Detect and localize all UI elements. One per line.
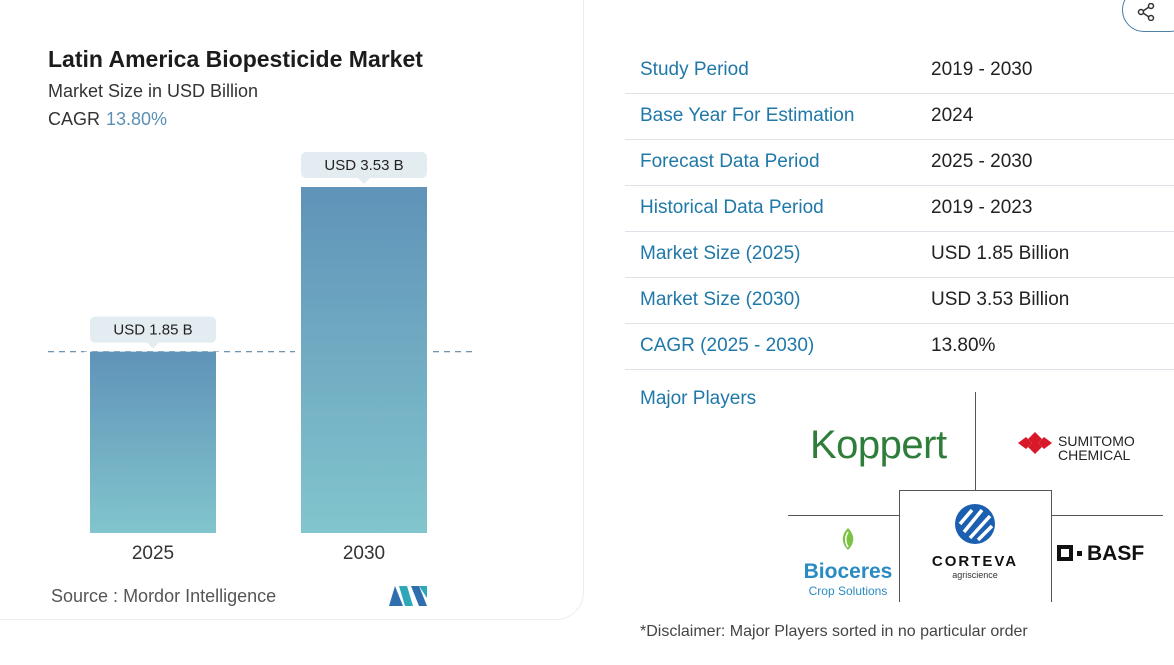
disclaimer-text: *Disclaimer: Major Players sorted in no … xyxy=(640,623,1028,640)
data-label: USD 3.53 B xyxy=(324,157,403,174)
row-value: 2019 - 2030 xyxy=(931,59,1033,80)
grid-divider xyxy=(1051,515,1163,516)
source-line: Source : Mordor Intelligence xyxy=(51,586,276,607)
chart-title: Latin America Biopesticide Market xyxy=(48,46,423,72)
row-key: Forecast Data Period xyxy=(640,151,820,172)
table-row: Study Period 2019 - 2030 xyxy=(625,48,1174,94)
row-value: USD 1.85 Billion xyxy=(931,243,1070,264)
corteva-emblem-icon xyxy=(955,504,995,544)
row-key: Market Size (2025) xyxy=(640,243,801,264)
share-icon xyxy=(1137,3,1155,21)
major-players-label: Major Players xyxy=(640,388,757,409)
row-value: 13.80% xyxy=(931,335,996,356)
grid-divider xyxy=(788,515,899,516)
grid-divider xyxy=(1051,490,1052,602)
row-key: Historical Data Period xyxy=(640,197,824,218)
row-value: 2024 xyxy=(931,105,974,126)
market-summary-table: Study Period 2019 - 2030 Base Year For E… xyxy=(625,48,1174,370)
basf-square-icon xyxy=(1057,545,1082,561)
data-label: USD 1.85 B xyxy=(113,322,192,339)
cagr-value: 13.80% xyxy=(106,109,168,129)
corteva-name: CORTEVA xyxy=(931,553,1019,570)
table-row: Market Size (2030) USD 3.53 Billion xyxy=(625,278,1174,324)
bioceres-sub: Crop Solutions xyxy=(808,584,888,598)
row-value: USD 3.53 Billion xyxy=(931,289,1070,310)
data-label-bg xyxy=(301,152,427,178)
sumitomo-logo: SUMITOMO CHEMICAL xyxy=(1018,432,1135,462)
row-value: 2025 - 2030 xyxy=(931,151,1033,172)
x-tick-label: 2025 xyxy=(132,543,174,564)
bioceres-name: Bioceres xyxy=(803,560,893,583)
row-key: Base Year For Estimation xyxy=(640,105,855,126)
bar xyxy=(90,351,216,533)
data-label-bg xyxy=(90,316,216,343)
basf-name: BASF xyxy=(1087,542,1145,565)
table-row: Historical Data Period 2019 - 2023 xyxy=(625,186,1174,232)
mordor-logo-icon xyxy=(389,586,427,611)
table-row: Market Size (2025) USD 1.85 Billion xyxy=(625,232,1174,278)
row-key: CAGR (2025 - 2030) xyxy=(640,335,815,356)
corteva-logo: CORTEVA agriscience xyxy=(920,502,1030,580)
sumitomo-line2: CHEMICAL xyxy=(1058,447,1131,463)
row-value: 2019 - 2023 xyxy=(931,197,1033,218)
chart-subtitle: Market Size in USD Billion xyxy=(48,81,259,101)
data-label-pointer xyxy=(147,342,159,349)
table-row: Forecast Data Period 2025 - 2030 xyxy=(625,140,1174,186)
bar xyxy=(301,187,427,533)
grid-divider xyxy=(899,490,1051,491)
cagr-line: CAGR 13.80% xyxy=(48,109,167,130)
sumitomo-line1: SUMITOMO xyxy=(1058,433,1135,449)
bar-chart: USD 1.85 B 2025 USD 3.53 B 2030 xyxy=(48,152,475,564)
row-key: Market Size (2030) xyxy=(640,289,801,310)
source-name: Mordor Intelligence xyxy=(123,586,277,606)
basf-logo: BASF xyxy=(1057,542,1144,568)
source-label: Source : xyxy=(51,586,119,606)
cagr-label: CAGR xyxy=(48,109,101,129)
grid-divider xyxy=(899,490,900,602)
share-button[interactable] xyxy=(1122,0,1174,32)
corteva-sub: agriscience xyxy=(952,570,998,580)
sumitomo-emblem-icon xyxy=(1018,432,1052,454)
koppert-logo: Koppert xyxy=(810,423,947,467)
leaf-icon xyxy=(842,528,854,550)
table-row: Base Year For Estimation 2024 xyxy=(625,94,1174,140)
bioceres-logo: Bioceres Crop Solutions xyxy=(800,527,896,598)
grid-divider xyxy=(975,392,976,490)
table-row: CAGR (2025 - 2030) 13.80% xyxy=(625,324,1174,370)
data-label-pointer xyxy=(358,178,370,184)
x-tick-label: 2030 xyxy=(343,543,385,564)
row-key: Study Period xyxy=(640,59,749,80)
